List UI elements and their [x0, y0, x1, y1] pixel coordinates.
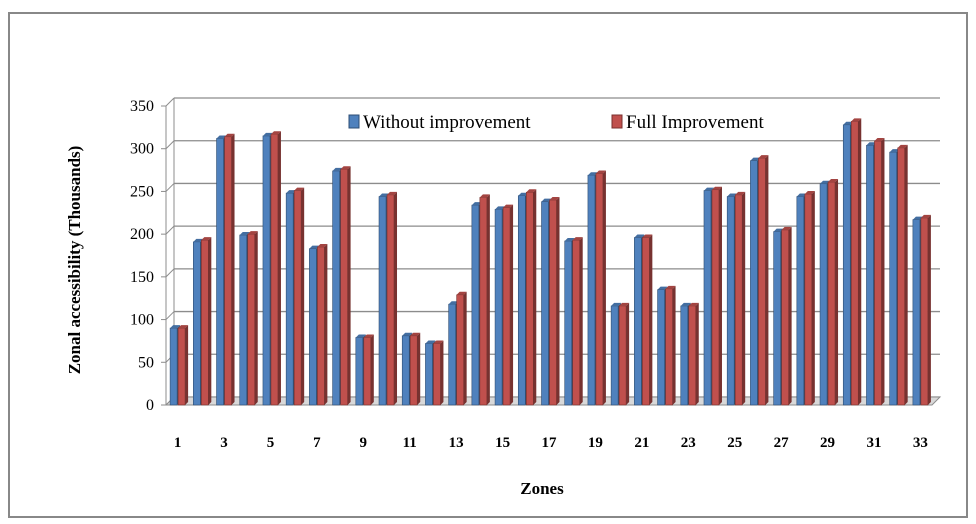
bar-full-improvement-zone-17: [549, 196, 560, 406]
bar-full-improvement-zone-24: [711, 186, 722, 406]
y-tick-label: 350: [130, 98, 154, 115]
bar-full-improvement-zone-28: [804, 190, 815, 406]
bar-full-improvement-zone-25: [734, 191, 746, 406]
bar-full-improvement-zone-3: [224, 133, 235, 406]
y-tick-label: 100: [130, 312, 154, 329]
bar-full-improvement-zone-22: [665, 285, 676, 406]
bar-full-improvement-zone-16: [525, 189, 537, 406]
legend: Without improvement Full Improvement: [348, 112, 764, 133]
x-tick-label: 19: [588, 435, 603, 451]
bar-full-improvement-zone-10: [386, 191, 398, 406]
bar-full-improvement-zone-33: [920, 214, 931, 406]
bar-full-improvement-zone-13: [456, 291, 467, 406]
bar-full-improvement-zone-15: [502, 204, 514, 406]
x-tick-label: 29: [820, 435, 835, 451]
bar-full-improvement-zone-29: [827, 179, 839, 406]
gridline-side: [165, 140, 175, 150]
x-axis-title: Zones: [520, 479, 564, 498]
x-tick-label: 31: [866, 435, 881, 451]
bar-full-improvement-zone-23: [688, 302, 699, 406]
bar-full-improvement-zone-9: [363, 334, 374, 406]
bar-full-improvement-zone-18: [572, 237, 583, 406]
x-tick-label: 15: [495, 435, 510, 451]
bar-full-improvement-zone-19: [595, 170, 606, 406]
bar-full-improvement-zone-1: [177, 325, 189, 406]
x-axis-ticks: 1 3 5 7 9 11 13 15 17 19 21 23 25 27 29 31 33: [174, 435, 928, 451]
gridline-side: [165, 97, 175, 107]
gridline-side: [165, 268, 175, 278]
bar-full-improvement-zone-4: [247, 231, 258, 406]
legend-swatch-without-improvement: [348, 114, 360, 129]
bar-full-improvement-zone-20: [618, 302, 630, 406]
bar-full-improvement-zone-21: [642, 234, 653, 406]
bar-full-improvement-zone-11: [409, 332, 421, 406]
legend-label-full-improvement: Full Improvement: [626, 112, 764, 133]
bar-full-improvement-zone-7: [317, 243, 328, 406]
x-tick-label: 21: [634, 435, 649, 451]
gridline-side: [165, 311, 175, 320]
x-tick-label: 25: [727, 435, 742, 451]
x-tick-label: 9: [360, 435, 368, 451]
legend-label-without-improvement: Without improvement: [363, 112, 531, 133]
bar-full-improvement-zone-8: [340, 166, 351, 406]
gridline-side: [165, 225, 175, 235]
y-axis-title: Zonal accessibility (Thousands): [65, 146, 84, 375]
bar-full-improvement-zone-5: [270, 131, 281, 406]
bar-full-improvement-zone-6: [293, 187, 305, 406]
y-tick-label: 50: [138, 354, 154, 371]
x-tick-label: 13: [449, 435, 464, 451]
x-tick-label: 11: [403, 435, 417, 451]
bar-full-improvement-zone-2: [201, 237, 212, 406]
bar-full-improvement-zone-31: [874, 138, 885, 406]
y-tick-label: 300: [130, 141, 154, 158]
x-tick-label: 7: [313, 435, 321, 451]
y-axis-ticks: 0 50 100 150 200 250 300 350: [130, 98, 166, 414]
x-tick-label: 23: [681, 435, 696, 451]
x-tick-label: 33: [913, 435, 928, 451]
y-tick-label: 200: [130, 226, 154, 243]
bars: [169, 118, 931, 406]
bar-full-improvement-zone-14: [479, 194, 490, 406]
y-tick-label: 150: [130, 269, 154, 286]
bar-full-improvement-zone-32: [897, 144, 908, 406]
bar-full-improvement-zone-26: [758, 155, 769, 406]
gridline-side: [165, 183, 175, 192]
x-tick-label: 3: [220, 435, 228, 451]
x-tick-label: 1: [174, 435, 182, 451]
bar-full-improvement-zone-27: [781, 226, 792, 406]
x-tick-label: 27: [774, 435, 790, 451]
legend-swatch-full-improvement: [611, 114, 623, 129]
bar-full-improvement-zone-12: [433, 340, 444, 406]
y-tick-label: 250: [130, 183, 154, 200]
x-tick-label: 5: [267, 435, 275, 451]
bar-full-improvement-zone-30: [850, 118, 862, 406]
x-tick-label: 17: [542, 435, 558, 451]
y-tick-label: 0: [146, 397, 154, 414]
